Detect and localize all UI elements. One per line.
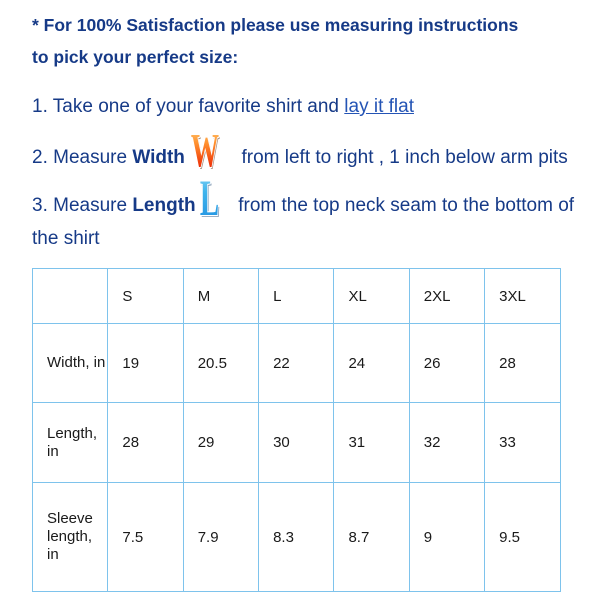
svg-text:L: L xyxy=(200,169,219,226)
